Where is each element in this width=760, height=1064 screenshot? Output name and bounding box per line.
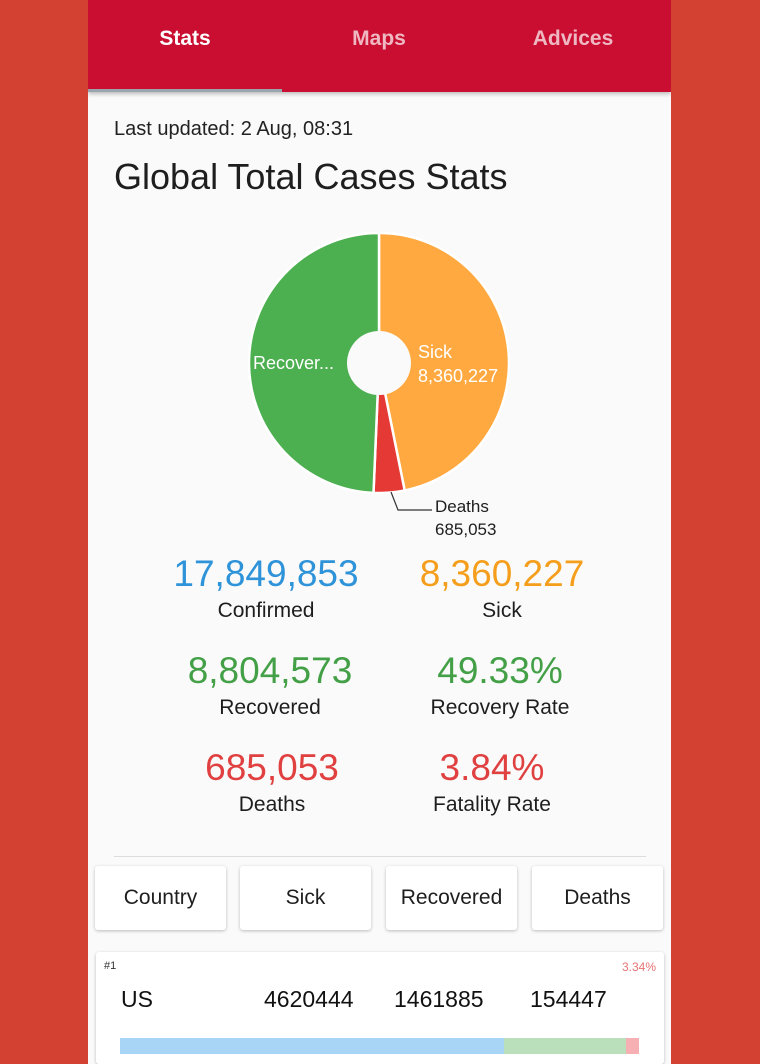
- tab-bar: Stats Maps Advices: [88, 0, 671, 92]
- pie-label-recovered: Recover...: [253, 353, 334, 373]
- stat-fatality-rate: 3.84% Fatality Rate: [362, 746, 622, 820]
- country-sick: 4620444: [264, 986, 354, 1012]
- sort-deaths-button[interactable]: Deaths: [532, 866, 663, 930]
- stat-confirmed-label: Confirmed: [217, 599, 315, 622]
- pie-slice-recovered: [247, 231, 381, 495]
- pie-center-hole: [347, 331, 411, 395]
- tab-advices[interactable]: Advices: [532, 27, 614, 50]
- stat-recovery-rate-value: 49.33%: [437, 650, 563, 691]
- country-card[interactable]: #1 3.34% US 4620444 1461885 154447: [96, 952, 664, 1064]
- sort-recovered-button[interactable]: Recovered: [386, 866, 517, 930]
- tab-indicator: [88, 89, 282, 92]
- stat-sick-value: 8,360,227: [419, 553, 585, 594]
- divider: [114, 856, 646, 857]
- pie-label-deaths: Deaths: [435, 497, 489, 516]
- cases-pie-chart: Recover... Sick 8,360,227 Deaths 685,053: [247, 231, 511, 539]
- stat-recovery-rate-label: Recovery Rate: [430, 696, 570, 719]
- sort-country-button[interactable]: Country: [95, 866, 226, 930]
- stat-recovered-value: 8,804,573: [187, 650, 353, 691]
- page-title: Global Total Cases Stats: [114, 156, 508, 197]
- stat-recovered-label: Recovered: [219, 696, 321, 719]
- country-recovered: 1461885: [394, 986, 484, 1012]
- stat-fatality-rate-label: Fatality Rate: [433, 793, 551, 816]
- stat-confirmed-value: 17,849,853: [173, 553, 359, 594]
- sort-sick-button[interactable]: Sick: [240, 866, 371, 930]
- country-rank: #1: [104, 960, 117, 972]
- bar-segment-deaths: [626, 1038, 639, 1054]
- stat-confirmed: 17,849,853 Confirmed: [136, 552, 396, 626]
- last-updated: Last updated: 2 Aug, 08:31: [114, 118, 354, 140]
- tab-maps[interactable]: Maps: [352, 27, 406, 50]
- bar-segment-recovered: [504, 1038, 626, 1054]
- app-screen: Stats Maps Advices Last updated: 2 Aug, …: [88, 0, 671, 1064]
- country-fatality-rate: 3.34%: [621, 960, 656, 974]
- stat-sick-label: Sick: [482, 599, 522, 622]
- stat-fatality-rate-value: 3.84%: [439, 747, 545, 788]
- country-name: US: [121, 986, 153, 1012]
- stat-sick: 8,360,227 Sick: [372, 552, 632, 626]
- pie-leader-line-deaths: [390, 491, 432, 511]
- stat-recovered: 8,804,573 Recovered: [140, 649, 400, 723]
- country-deaths: 154447: [530, 986, 607, 1012]
- pie-value-sick: 8,360,227: [418, 366, 498, 386]
- stat-deaths: 685,053 Deaths: [142, 746, 402, 820]
- stat-recovery-rate: 49.33% Recovery Rate: [370, 649, 630, 723]
- tab-stats[interactable]: Stats: [159, 27, 211, 50]
- stat-deaths-value: 685,053: [205, 747, 339, 788]
- pie-value-deaths: 685,053: [435, 520, 496, 539]
- stat-deaths-label: Deaths: [238, 793, 306, 816]
- pie-slice-sick: [377, 231, 511, 492]
- pie-label-sick: Sick: [418, 342, 453, 362]
- bar-segment-sick: [120, 1038, 505, 1054]
- country-proportion-bar: [120, 1038, 639, 1054]
